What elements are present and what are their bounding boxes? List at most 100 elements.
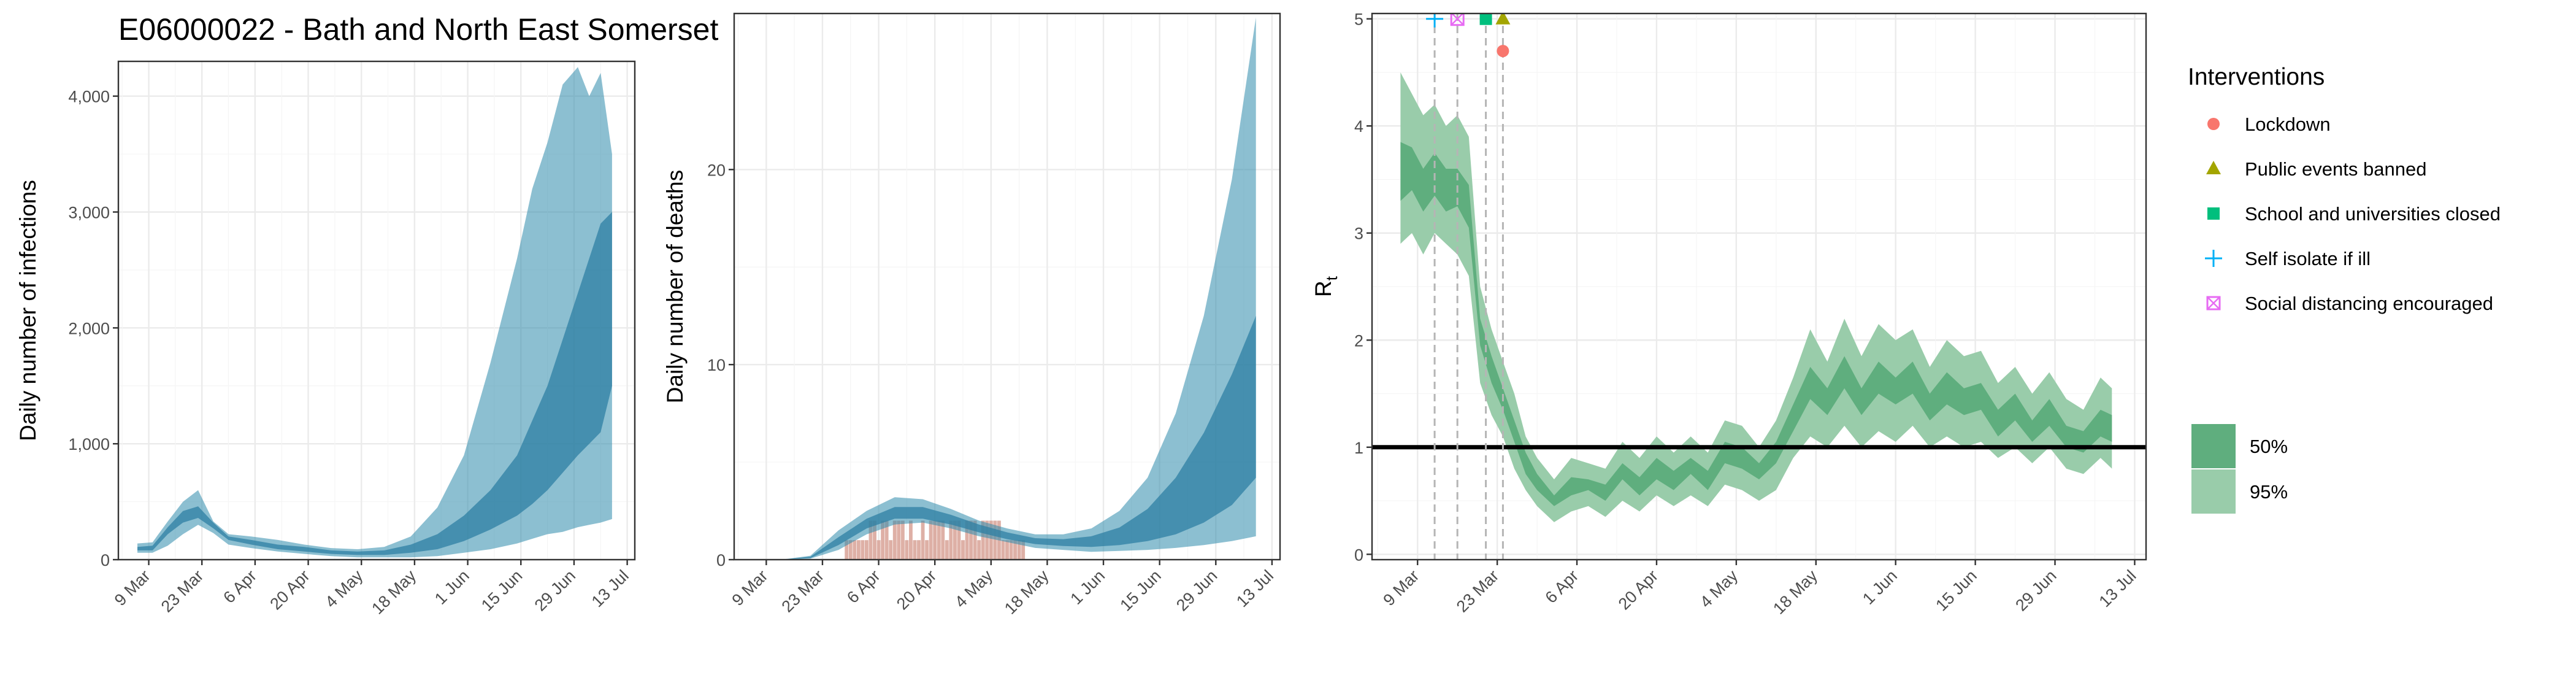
death-bar [937,520,941,560]
panel-frame [733,12,1281,561]
legend-band-key-0 [2190,423,2237,469]
death-bar [985,520,989,560]
death-bar [917,540,921,560]
y-tick-label: 5 [1354,10,1363,29]
death-bar [1001,540,1005,560]
death-bar [977,540,981,560]
death-bar [1005,540,1009,560]
death-bar [881,520,885,560]
death-bar [876,540,881,560]
death-bar [921,520,925,560]
death-bar [884,520,889,560]
intervention-marker-0 [1497,45,1509,58]
death-bar [969,520,973,560]
x-tick-label: 4 May [321,566,367,612]
x-tick-label: 15 Jun [478,566,526,615]
y-axis-label: Daily number of infections [15,180,40,441]
band-50pct [137,212,612,555]
x-tick-label: 15 Jun [1116,566,1165,615]
marker-square [2207,207,2220,220]
legend-item-label: School and universities closed [2245,203,2501,225]
intervention-marker-2 [1479,14,1492,25]
marker-square-outline [1450,14,1465,26]
legend-item-label: Self isolate if ill [2245,248,2371,269]
death-bar [892,520,897,560]
legend-item-label: Lockdown [2245,114,2331,135]
legend-band-label: 50% [2250,436,2288,457]
y-tick-label: 1 [1354,439,1363,457]
death-bar [853,540,857,560]
x-tick-label: 1 Jun [431,566,473,608]
y-tick-label: 0 [1354,546,1363,564]
marker-circle [1497,45,1509,58]
marker-square [1479,14,1492,25]
deaths-panel [734,14,1280,560]
death-bar [957,520,961,560]
x-tick-label: 6 Apr [1542,566,1582,607]
x-tick-label: 23 Mar [158,566,207,616]
marker-square-outline [2206,296,2221,311]
death-bar [965,520,969,560]
death-bar [945,540,949,560]
death-bar [856,540,861,560]
death-bar [1013,540,1018,560]
legend-key-1 [2206,161,2221,174]
x-tick-label: 20 Apr [266,566,313,613]
legend-key-2 [2207,207,2220,220]
intervention-marker-4 [1450,14,1465,26]
x-tick-label: 1 Jun [1859,566,1901,608]
x-tick-label: 9 Mar [1379,566,1422,609]
death-bar [1021,540,1025,560]
y-tick-label: 4,000 [68,88,110,106]
marker-x-b [2207,296,2220,310]
x-tick-label: 6 Apr [843,566,884,607]
marker-triangle [1495,14,1511,25]
y-tick-label: 20 [707,161,726,179]
marker-triangle [2206,161,2221,174]
death-bar [961,540,965,560]
x-tick-label: 1 Jun [1067,566,1108,608]
intervention-marker-1 [1495,14,1511,25]
death-bar [889,540,893,560]
death-bar [941,520,945,560]
y-axis-label-subscript: t [1322,276,1341,280]
y-axis-label: Rt [1311,276,1341,297]
y-tick-label: 1,000 [68,435,110,453]
legend-key-4 [2206,296,2221,311]
x-tick-label: 13 Jul [1233,566,1277,611]
x-tick-label: 23 Mar [778,566,828,616]
x-tick-label: 29 Jun [531,566,580,615]
death-bar [989,520,993,560]
x-tick-label: 18 May [1001,566,1052,618]
x-tick-label: 13 Jul [2096,566,2140,611]
death-bar [1017,540,1021,560]
death-bar [845,540,849,560]
x-tick-label: 18 May [1769,566,1821,618]
x-tick-label: 13 Jul [588,566,632,611]
band-95pct [137,67,612,558]
y-axis-label: Daily number of deaths [662,170,688,403]
death-bar [973,520,977,560]
death-bar [925,540,929,560]
y-tick-label: 4 [1354,117,1363,136]
x-tick-label: 9 Mar [111,566,154,609]
legend-item-label: Public events banned [2245,158,2426,180]
death-bar [933,520,937,560]
death-bar [900,520,905,560]
x-tick-label: 4 May [1696,566,1742,612]
x-tick-label: 18 May [368,566,420,618]
infections-panel [118,61,635,560]
band-95pct [1400,72,2112,522]
panel-frame [1371,12,2147,561]
panel-frame [117,60,636,561]
death-bar [868,520,873,560]
marker-circle [2207,118,2220,130]
death-bar [981,520,985,560]
x-tick-label: 4 May [951,566,997,612]
legend-band-label: 95% [2250,481,2288,503]
band-50pct [1400,142,2112,506]
x-tick-label: 20 Apr [893,566,940,613]
legend: Interventions Lockdown Public events banne… [2188,64,2501,515]
death-bar [929,520,933,560]
